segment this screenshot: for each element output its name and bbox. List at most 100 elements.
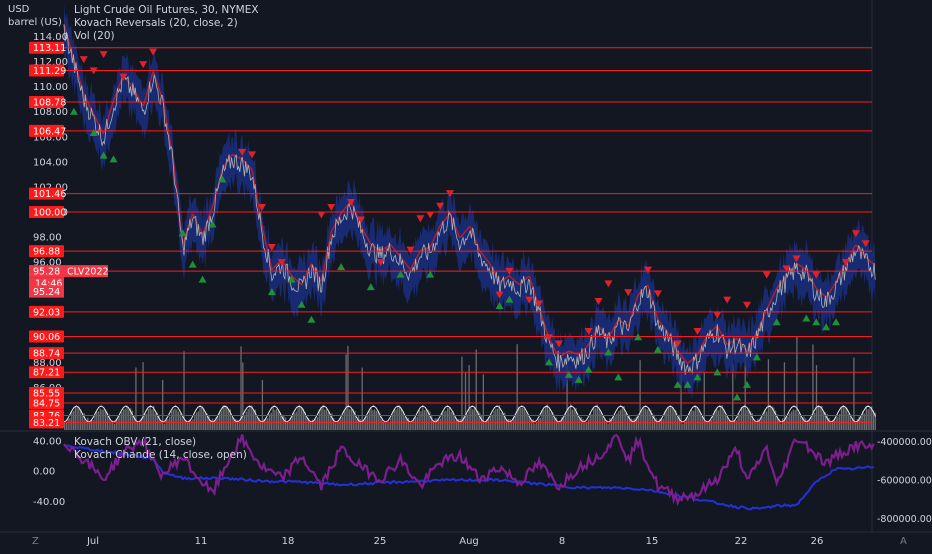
volume-bar (357, 416, 360, 430)
sell-signal-marker (99, 51, 108, 59)
volume-bar (853, 357, 855, 430)
volume-bar (292, 412, 294, 430)
obv-axis: -400000.00 -600000.00 -800000.00 (877, 437, 932, 525)
level-label-text: 101.46 (33, 189, 66, 200)
volume-bar (682, 423, 684, 430)
sell-signal-marker (812, 271, 821, 279)
buy-signal-marker (733, 393, 742, 401)
level-label-text: 113.11 (33, 43, 66, 54)
volume-bar (641, 410, 643, 430)
price-tick-label: 104.00 (33, 157, 68, 168)
volume-bar (80, 409, 82, 430)
sell-signal-marker (792, 255, 801, 263)
volume-bar (76, 407, 78, 430)
volume-bar (432, 420, 435, 430)
volume-bar (199, 407, 201, 430)
volume-bar (650, 409, 652, 430)
volume-bar (717, 410, 720, 430)
level-label-text: 92.03 (33, 307, 60, 318)
volume-bar (72, 410, 75, 430)
volume-bar (509, 419, 511, 430)
volume-bar (518, 406, 520, 430)
volume-bar (468, 365, 470, 430)
indicator-legend-reversals[interactable]: Kovach Reversals (20, close, 2) (74, 17, 238, 29)
volume-bar (258, 418, 260, 430)
volume-bar (131, 410, 134, 430)
buy-signal-marker (802, 314, 811, 322)
indicator-legend-chande[interactable]: Kovach Chande (14, close, open) (74, 449, 247, 461)
volume-bar (831, 420, 834, 430)
volume-bar (65, 422, 68, 430)
volume-bar (684, 421, 686, 430)
volume-bar (382, 421, 385, 430)
volume-bar (220, 410, 223, 430)
volume-bar (705, 421, 707, 430)
buy-signal-marker (713, 368, 722, 376)
volume-bar (673, 409, 675, 430)
auto-scale-button[interactable]: A (900, 536, 907, 547)
volume-bar (279, 412, 281, 430)
volume-bar (149, 406, 151, 430)
volume-bar (769, 404, 771, 430)
buy-signal-marker (307, 315, 316, 323)
buy-signal-marker (188, 260, 197, 268)
zoom-reset-button[interactable]: Z (32, 536, 39, 547)
volume-bar (179, 413, 182, 430)
volume-bar (735, 420, 737, 430)
buy-signal-marker (218, 175, 227, 183)
volume-bar (553, 417, 556, 430)
volume-bar (659, 418, 661, 430)
bid-box (29, 285, 64, 298)
last-price-box (29, 265, 64, 278)
symbol-box (64, 265, 108, 278)
volume-bar (696, 407, 698, 430)
volume-bar (256, 417, 258, 430)
volume-bar (194, 416, 196, 430)
main-legend: Light Crude Oil Futures, 30, NYMEX Kovac… (74, 4, 259, 43)
volume-bar (103, 409, 105, 430)
volume-bar (78, 406, 80, 430)
volume-bar (252, 410, 255, 430)
buy-signal-marker (752, 353, 761, 361)
volume-bar (714, 410, 716, 430)
volume-bar (170, 411, 173, 430)
volume-bar (211, 418, 214, 430)
volume-bar (340, 417, 342, 430)
volume-bar (618, 411, 620, 430)
sell-signal-marker (277, 259, 286, 267)
volume-bar (646, 409, 648, 430)
volume-bar (87, 417, 89, 430)
volume-bar (297, 406, 299, 430)
indicator-legend-obv[interactable]: Kovach OBV (21, close) (74, 436, 197, 448)
sell-signal-marker (327, 203, 336, 211)
volume-bar (345, 354, 347, 430)
volume-bar (516, 344, 518, 430)
volume-bar (562, 418, 565, 430)
volume-bar (251, 405, 253, 430)
volume-bar (439, 418, 442, 430)
volume-bar (475, 349, 477, 430)
buy-signal-marker (653, 345, 662, 353)
volume-bar (676, 417, 679, 430)
volume-bar (327, 411, 329, 430)
volume-bar (197, 411, 199, 430)
volume-bar (521, 407, 524, 430)
indicator-legend-volume[interactable]: Vol (20) (74, 30, 115, 42)
volume-bar (92, 420, 94, 430)
buy-signal-marker (584, 365, 593, 373)
volume-bar (388, 421, 390, 430)
volume-bar (113, 423, 116, 430)
volume-bar (498, 405, 501, 430)
volume-bar (178, 411, 180, 430)
volume-bar (404, 416, 406, 430)
buy-signal-marker (287, 275, 296, 283)
volume-bar (867, 409, 869, 430)
buy-signal-marker (198, 275, 207, 283)
level-label-box (29, 416, 64, 429)
volume-bar (794, 409, 796, 430)
volume-bar (858, 416, 860, 430)
volume-bar (206, 413, 208, 430)
chart-title[interactable]: Light Crude Oil Futures, 30, NYMEX (74, 4, 259, 16)
volume-bar (333, 418, 335, 430)
volume-bar (602, 415, 604, 430)
